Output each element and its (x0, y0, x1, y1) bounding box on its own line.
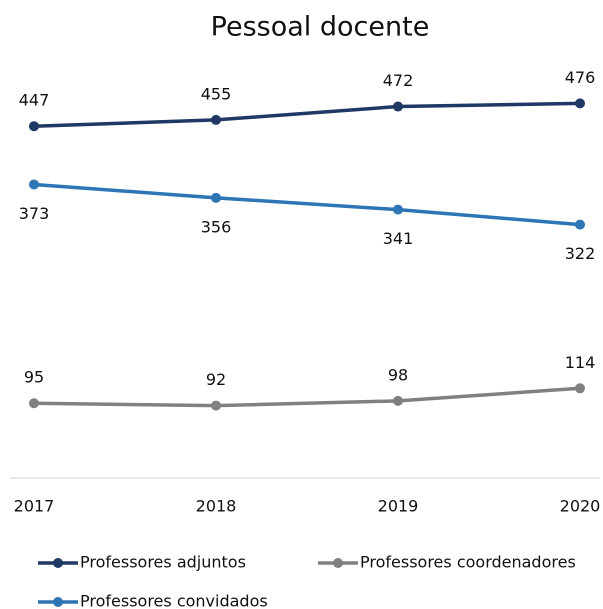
x-tick-label: 2019 (378, 497, 419, 516)
point (211, 114, 221, 125)
series-line (33, 386, 581, 408)
point (575, 98, 585, 109)
data-label: 455 (201, 84, 232, 103)
data-label: 98 (388, 365, 408, 384)
chart-title: Pessoal docente (211, 12, 430, 43)
legend-marker (53, 597, 63, 607)
point (211, 192, 221, 203)
x-tick-label: 2018 (196, 497, 237, 516)
point (29, 398, 39, 409)
data-label: 356 (201, 217, 232, 236)
legend-label: Professores coordenadores (360, 553, 576, 572)
data-label: 472 (383, 71, 414, 90)
x-tick-label: 2017 (14, 497, 55, 516)
point (575, 219, 585, 230)
series-line (33, 182, 581, 227)
series-line (33, 101, 581, 128)
legend-label: Professores convidados (80, 592, 268, 609)
point (575, 383, 585, 394)
data-label: 322 (565, 244, 596, 263)
legend-marker (53, 558, 63, 568)
point (393, 204, 403, 215)
data-label: 114 (565, 353, 596, 372)
data-label: 373 (19, 204, 50, 223)
data-label: 447 (19, 91, 50, 110)
point (29, 121, 39, 132)
data-label: 341 (383, 229, 414, 248)
data-label: 92 (206, 370, 226, 389)
point (29, 179, 39, 190)
point (211, 400, 221, 411)
point (393, 395, 403, 406)
x-tick-label: 2020 (560, 497, 601, 516)
legend-label: Professores adjuntos (80, 553, 246, 572)
data-label: 95 (24, 368, 44, 387)
legend-marker (333, 558, 343, 568)
data-label: 476 (565, 68, 596, 87)
point (393, 101, 403, 112)
